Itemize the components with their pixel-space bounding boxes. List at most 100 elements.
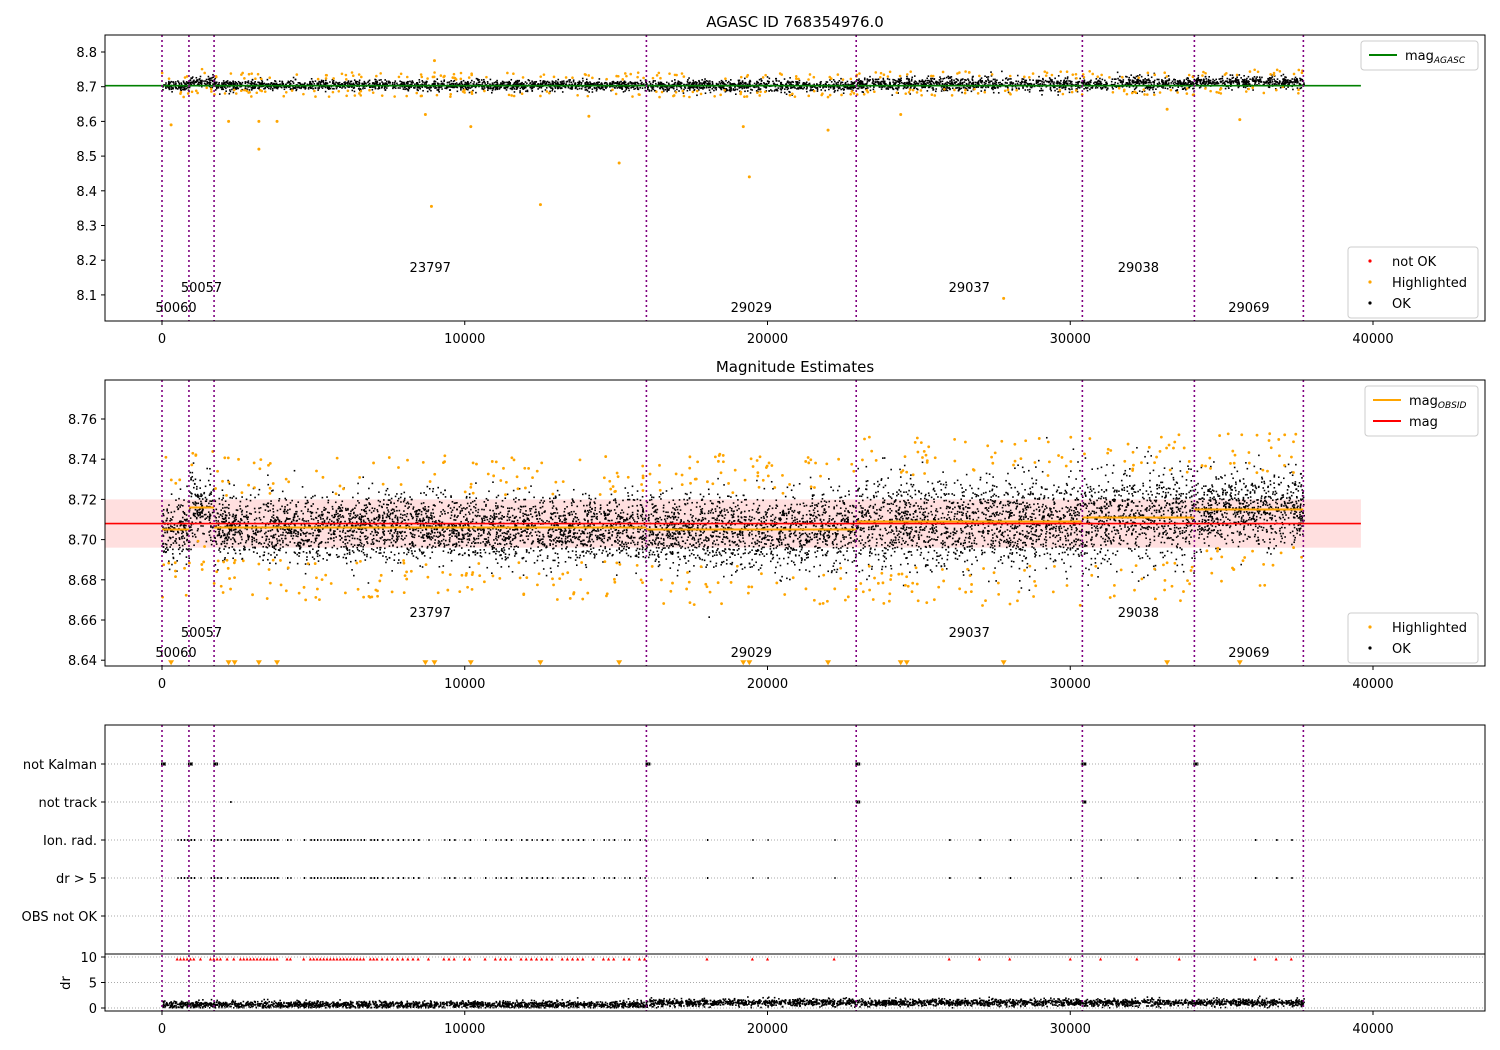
ok-point [1152,88,1154,91]
ok-point [1243,81,1245,84]
ok-point [165,87,167,90]
ok-point [300,542,302,545]
ok-point [388,81,391,83]
ok-point [732,88,735,90]
ok-point [1021,78,1024,80]
ok-point [1105,86,1107,88]
ok-point [331,82,334,85]
ok-point [162,551,165,553]
ok-point [508,80,511,83]
ok-point [186,539,188,542]
ok-point [1168,79,1171,81]
ok-point [473,81,475,83]
ok-point [513,82,516,85]
ok-point [642,83,645,85]
ok-point [958,83,960,85]
highlighted-point [1165,107,1169,111]
ok-point [1284,81,1286,84]
ok-point [1001,83,1004,86]
ok-point [1165,81,1168,84]
highlighted-point [196,539,200,543]
highlighted-point [688,95,691,99]
ok-point [381,81,383,83]
ok-point [981,80,983,82]
ok-point [1258,80,1261,83]
ok-point [749,83,751,86]
ok-point [1083,88,1085,90]
ok-point [178,82,181,85]
highlighted-point [353,94,357,97]
ok-point [459,83,461,86]
ok-point [197,496,199,498]
ok-point [1238,81,1240,83]
ok-point [237,80,240,83]
ok-point [178,538,181,541]
y-tick-label: 8.8 [76,46,97,61]
ok-point [1150,76,1153,79]
ok-point [829,85,832,88]
highlighted-point [963,91,967,95]
ok-point [857,87,860,90]
ok-point [1287,79,1289,81]
ok-point [1197,77,1200,79]
ok-point [844,86,846,88]
highlighted-point [905,73,909,76]
ok-point [707,86,710,89]
ok-point [1104,79,1106,82]
ok-point [191,535,194,538]
ok-point [349,83,352,86]
ok-point [1127,83,1129,86]
chart-title: AGASC ID 768354976.0 [706,13,884,31]
ok-point [212,83,214,85]
ok-point [964,87,967,89]
highlighted-point [200,67,204,71]
ok-point [289,82,292,85]
highlighted-point [512,72,515,76]
ok-point [322,81,325,84]
ok-point [326,87,329,89]
ok-point [1001,79,1004,82]
ok-point [452,86,454,89]
ok-point [722,82,724,85]
ok-point [168,568,171,571]
ok-point [207,78,210,81]
ok-point [456,86,459,89]
ok-point [827,86,830,88]
ok-point [1278,82,1280,85]
ok-point [183,518,186,521]
ok-point [490,91,493,94]
ok-point [800,87,803,90]
highlighted-point [1253,68,1256,72]
ok-point [428,88,431,91]
ok-point [403,81,405,84]
highlighted-point [259,77,263,81]
ok-point [472,89,474,92]
ok-point [185,85,187,88]
ok-point [1148,88,1151,91]
ok-point [1237,79,1240,81]
ok-point [208,517,211,520]
ok-point [1184,87,1186,89]
ok-point [1167,82,1170,85]
ok-point [204,485,207,488]
ok-point [450,86,452,88]
ok-point [437,86,440,88]
highlighted-point [1185,92,1189,95]
ok-point [702,82,705,85]
highlighted-point [1219,87,1223,90]
ok-point [527,79,530,81]
ok-point [733,82,735,85]
ok-point [1035,82,1038,85]
ok-point [609,83,611,86]
highlighted-point [617,161,621,165]
ok-point [273,83,276,86]
ok-point [1152,86,1155,89]
ok-point [1262,81,1265,83]
ok-point [977,82,980,85]
ok-point [1224,87,1227,90]
ok-point [734,83,736,86]
ok-point [648,89,651,92]
highlighted-point [571,76,574,80]
y-tick-label: 8.6 [76,115,97,130]
ok-point [291,80,294,83]
